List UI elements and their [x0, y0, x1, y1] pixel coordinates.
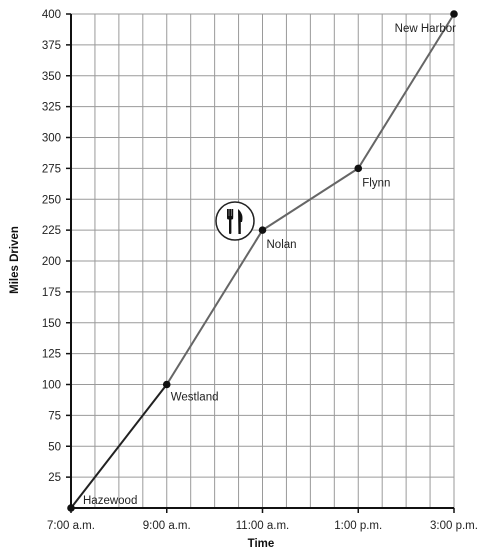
y-tick-label: 250	[42, 194, 61, 206]
point-label: Nolan	[267, 239, 297, 251]
axes	[66, 13, 455, 513]
point-label: Flynn	[362, 177, 390, 189]
data-points	[67, 10, 458, 512]
knife	[238, 209, 243, 234]
x-tick-label: 1:00 p.m.	[334, 520, 382, 532]
series-segment	[261, 167, 359, 231]
y-tick-label: 150	[42, 318, 61, 330]
data-point	[258, 226, 267, 234]
fork-handle	[229, 218, 232, 234]
y-tick-label: 25	[48, 472, 61, 484]
x-tick-label: 9:00 a.m.	[143, 520, 191, 532]
y-tick-label: 200	[42, 256, 61, 268]
fork-and-knife-icon	[215, 201, 255, 241]
y-tick-label: 400	[42, 9, 61, 21]
point-label: New Harbor	[395, 23, 457, 35]
data-point	[67, 504, 75, 512]
y-tick-label: 50	[48, 441, 61, 453]
x-tick-label: 7:00 a.m.	[47, 520, 95, 532]
y-tick-label: 300	[42, 133, 61, 145]
y-axis-label: Miles Driven	[9, 226, 21, 294]
x-tick-label: 11:00 a.m.	[236, 520, 290, 532]
y-tick-label: 125	[42, 349, 61, 361]
series-segment	[357, 13, 455, 169]
fork-base	[227, 216, 234, 220]
y-tick-label: 75	[48, 410, 61, 422]
x-axis-label: Time	[248, 538, 275, 550]
y-tick-label: 225	[42, 225, 61, 237]
fork-tine	[227, 209, 229, 217]
point-label: Westland	[171, 392, 219, 404]
meal-stop-marker	[215, 201, 255, 241]
series-segment	[165, 229, 264, 386]
icon-ring	[215, 201, 255, 241]
series-segment	[70, 383, 168, 509]
y-tick-label: 100	[42, 380, 61, 392]
y-tick-label: 175	[42, 287, 61, 299]
point-label: Hazewood	[83, 495, 137, 507]
data-point	[354, 164, 363, 173]
data-point	[162, 380, 171, 389]
y-tick-label: 275	[42, 163, 61, 175]
y-tick-label: 350	[42, 71, 61, 83]
y-tick-label: 325	[42, 102, 61, 114]
data-point	[450, 10, 458, 18]
series-line	[70, 13, 455, 509]
point-labels: Hazewood Westland Nolan Flynn New Harbor	[83, 23, 456, 507]
fork-tine	[229, 209, 231, 217]
tick-labels: 25 50 75 100 125 150 175 200 225 250 275 300 325 350 3…	[42, 9, 478, 532]
y-tick-label: 375	[42, 40, 61, 52]
fork-tine	[231, 209, 234, 217]
x-tick-label: 3:00 p.m.	[430, 520, 478, 532]
